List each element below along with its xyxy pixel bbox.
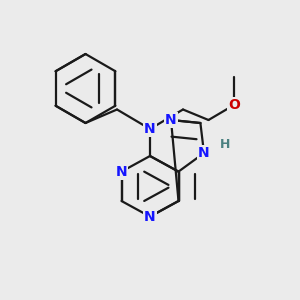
Text: O: O [228,98,240,112]
Text: N: N [144,210,156,224]
Text: N: N [144,122,156,136]
Text: N: N [116,165,127,178]
Text: N: N [165,113,177,127]
Text: N: N [198,146,210,160]
Text: H: H [220,138,230,151]
